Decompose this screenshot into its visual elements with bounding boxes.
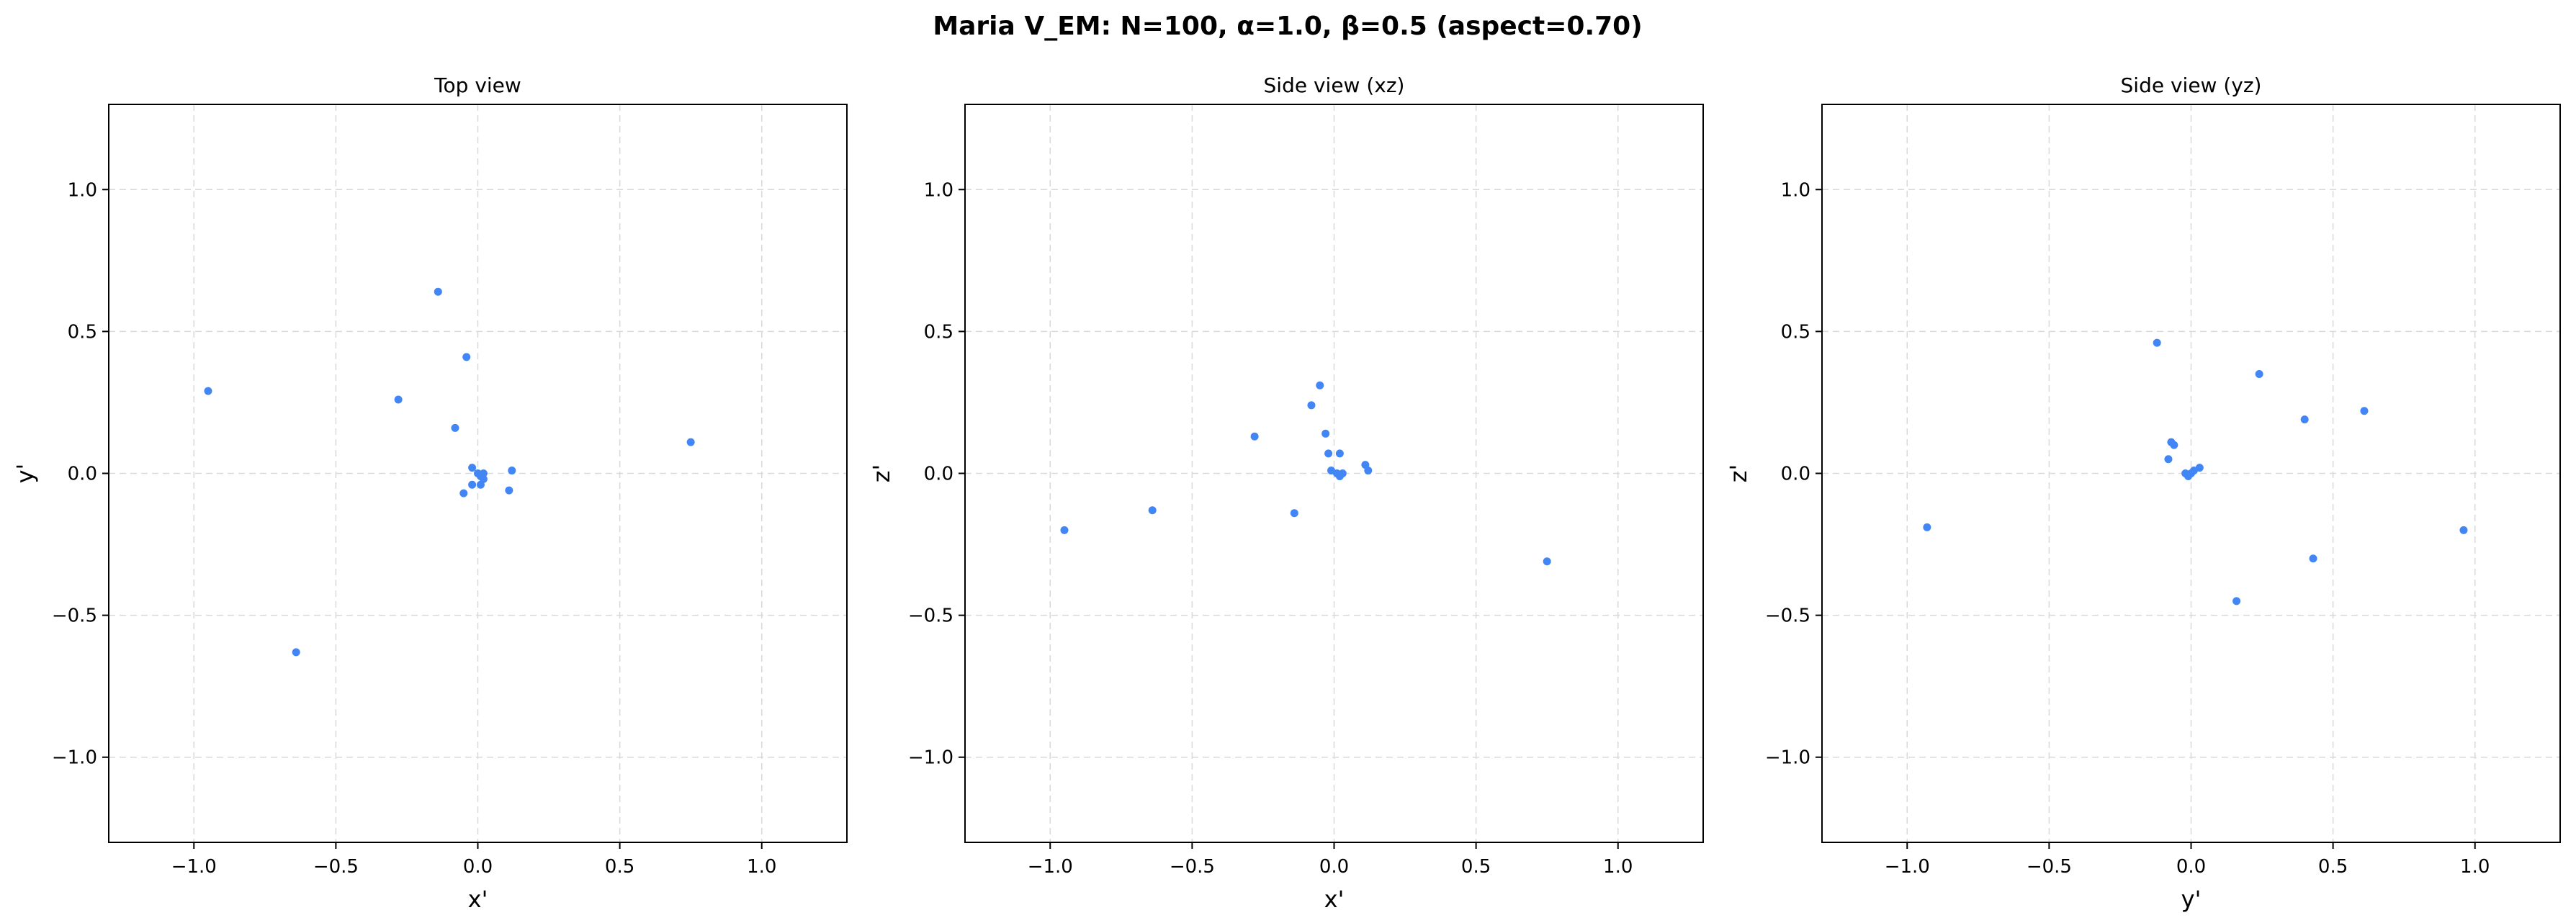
data-point xyxy=(1324,449,1333,458)
panel-title: Top view xyxy=(434,73,521,97)
data-point xyxy=(459,489,468,497)
x-tick-label: 0.5 xyxy=(2318,856,2348,878)
x-tick-label: 0.5 xyxy=(605,856,634,878)
data-point xyxy=(2195,464,2204,472)
data-point xyxy=(2164,455,2173,464)
data-point xyxy=(686,438,695,446)
y-tick-label: 1.0 xyxy=(68,179,97,201)
panels: −1.0 −0.5 0.0 0.5 1.0 −1.0 −0.5 0.0 0.5 1.0 Top vi… xyxy=(12,73,2561,913)
y-tick-label: 0.5 xyxy=(68,321,97,343)
y-tick-label: −0.5 xyxy=(52,605,97,627)
data-point xyxy=(2300,415,2309,424)
data-point xyxy=(434,287,442,296)
data-point xyxy=(394,395,403,404)
y-tick-label: −1.0 xyxy=(1765,747,1810,769)
x-tick-label: 1.0 xyxy=(1603,856,1633,878)
x-tick-label: −0.5 xyxy=(2027,856,2072,878)
data-point xyxy=(1321,429,1330,438)
x-tick-label: 1.0 xyxy=(2460,856,2490,878)
data-point xyxy=(2309,554,2317,563)
figure-title: Maria V_EM: N=100, α=1.0, β=0.5 (aspect=… xyxy=(933,12,1642,41)
x-axis-label: x' xyxy=(1324,886,1345,913)
data-point xyxy=(1364,467,1373,475)
data-point xyxy=(508,467,516,475)
panel-title: Side view (yz) xyxy=(2121,73,2262,97)
data-point xyxy=(468,480,477,489)
y-tick-label: −0.5 xyxy=(908,605,953,627)
scatter-panel-2: −1.0 −0.5 0.0 0.5 1.0 −1.0 −0.5 0.0 0.5 1.0 Side v… xyxy=(868,73,1704,913)
x-tick-label: −1.0 xyxy=(171,856,217,878)
data-point xyxy=(479,469,488,477)
data-point xyxy=(2459,526,2468,534)
data-point xyxy=(2170,441,2178,449)
data-point xyxy=(1307,401,1316,410)
x-tick-label: 0.0 xyxy=(1319,856,1349,878)
data-point xyxy=(1316,381,1324,390)
data-point xyxy=(451,423,459,432)
x-tick-label: −1.0 xyxy=(1028,856,1073,878)
x-axis-label: y' xyxy=(2181,886,2202,913)
data-point xyxy=(1335,449,1344,458)
data-point xyxy=(1923,523,1931,531)
data-point xyxy=(1543,557,1551,566)
data-point xyxy=(2255,370,2263,379)
x-tick-label: 0.5 xyxy=(1461,856,1491,878)
y-tick-label: −0.5 xyxy=(1765,605,1810,627)
x-tick-label: 0.0 xyxy=(463,856,493,878)
panel-title: Side view (xz) xyxy=(1264,73,1405,97)
data-point xyxy=(2153,338,2161,347)
data-point xyxy=(1290,509,1298,518)
y-tick-label: 0.0 xyxy=(68,464,97,485)
data-point xyxy=(1338,469,1347,477)
y-tick-label: 0.0 xyxy=(1781,464,1810,485)
data-point xyxy=(505,486,513,495)
y-axis-label: z' xyxy=(868,464,895,483)
x-tick-label: 1.0 xyxy=(747,856,776,878)
y-tick-label: 0.5 xyxy=(1781,321,1810,343)
y-tick-label: 0.0 xyxy=(924,464,953,485)
data-point xyxy=(2360,407,2369,415)
data-point xyxy=(2232,597,2241,605)
y-tick-label: −1.0 xyxy=(908,747,953,769)
data-point xyxy=(476,480,485,489)
data-point xyxy=(468,464,477,472)
x-tick-label: −0.5 xyxy=(1170,856,1215,878)
x-tick-label: −0.5 xyxy=(313,856,359,878)
data-point xyxy=(204,387,212,395)
data-point xyxy=(1250,432,1259,441)
scatter-panel-1: −1.0 −0.5 0.0 0.5 1.0 −1.0 −0.5 0.0 0.5 1.0 Top vi… xyxy=(12,73,848,913)
y-tick-label: 0.5 xyxy=(924,321,953,343)
data-point xyxy=(1148,506,1157,515)
y-tick-label: −1.0 xyxy=(52,747,97,769)
x-axis-label: x' xyxy=(468,886,488,913)
data-point xyxy=(292,648,300,657)
x-tick-label: −1.0 xyxy=(1885,856,1930,878)
data-point xyxy=(462,353,471,361)
y-axis-label: z' xyxy=(1725,464,1752,483)
y-axis-label: y' xyxy=(12,464,39,484)
scatter-panel-3: −1.0 −0.5 0.0 0.5 1.0 −1.0 −0.5 0.0 0.5 1.0 Side v… xyxy=(1725,73,2561,913)
data-point xyxy=(1060,526,1069,534)
x-tick-label: 0.0 xyxy=(2176,856,2206,878)
y-tick-label: 1.0 xyxy=(924,179,953,201)
y-tick-label: 1.0 xyxy=(1781,179,1810,201)
